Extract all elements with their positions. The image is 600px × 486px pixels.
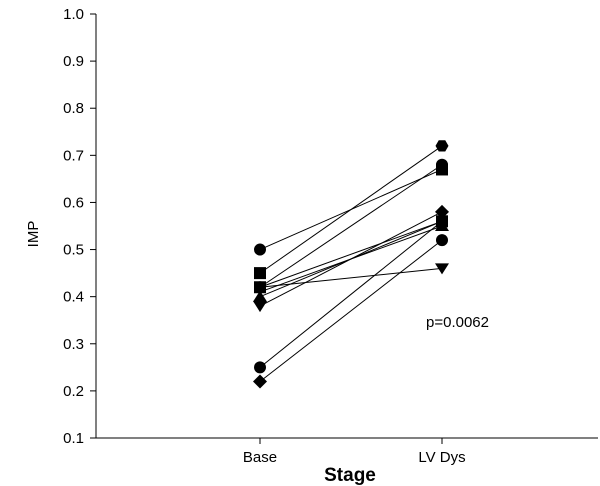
axes bbox=[90, 13, 598, 444]
data-point-lv-dys bbox=[435, 140, 449, 152]
data-point-lv-dys bbox=[435, 263, 449, 275]
series-line bbox=[259, 220, 443, 288]
x-tick-label: Base bbox=[243, 449, 277, 466]
data-point-lv-dys bbox=[436, 163, 448, 176]
y-tick-label: 0.7 bbox=[63, 147, 84, 164]
y-tick-label: 0.9 bbox=[63, 53, 84, 70]
data-point-base bbox=[254, 361, 266, 374]
tick-labels: 0.1 0.2 0.3 0.4 0.5 0.6 0.7 0.8 0.9 1.0 Base LV Dys bbox=[63, 6, 465, 466]
y-tick-label: 1.0 bbox=[63, 6, 84, 23]
series-lines bbox=[259, 145, 443, 382]
y-tick-label: 0.5 bbox=[63, 242, 84, 259]
data-point-lv-dys bbox=[435, 220, 449, 231]
data-point-base bbox=[253, 290, 267, 302]
y-axis-title: IMP bbox=[25, 221, 42, 248]
x-axis-title: Stage bbox=[324, 465, 376, 486]
y-tick-label: 0.3 bbox=[63, 336, 84, 353]
data-point-base bbox=[254, 267, 266, 280]
series-line bbox=[259, 145, 443, 274]
y-tick-label: 0.6 bbox=[63, 194, 84, 211]
x-tick-label: LV Dys bbox=[418, 449, 465, 466]
series-line bbox=[259, 267, 443, 288]
data-point-lv-dys bbox=[436, 234, 448, 247]
data-markers bbox=[253, 140, 449, 389]
y-tick-label: 0.8 bbox=[63, 100, 84, 117]
series-line bbox=[259, 211, 443, 307]
series-line bbox=[259, 239, 443, 382]
p-value-annotation: p=0.0062 bbox=[426, 314, 489, 331]
y-tick-label: 0.4 bbox=[63, 289, 84, 306]
data-point-base bbox=[254, 243, 266, 256]
y-tick-label: 0.1 bbox=[63, 430, 84, 447]
series-line bbox=[259, 220, 443, 368]
data-point-base bbox=[253, 301, 267, 313]
data-point-base bbox=[254, 281, 266, 294]
y-tick-label: 0.2 bbox=[63, 383, 84, 400]
series-line bbox=[259, 164, 443, 288]
data-point-base bbox=[253, 374, 267, 389]
